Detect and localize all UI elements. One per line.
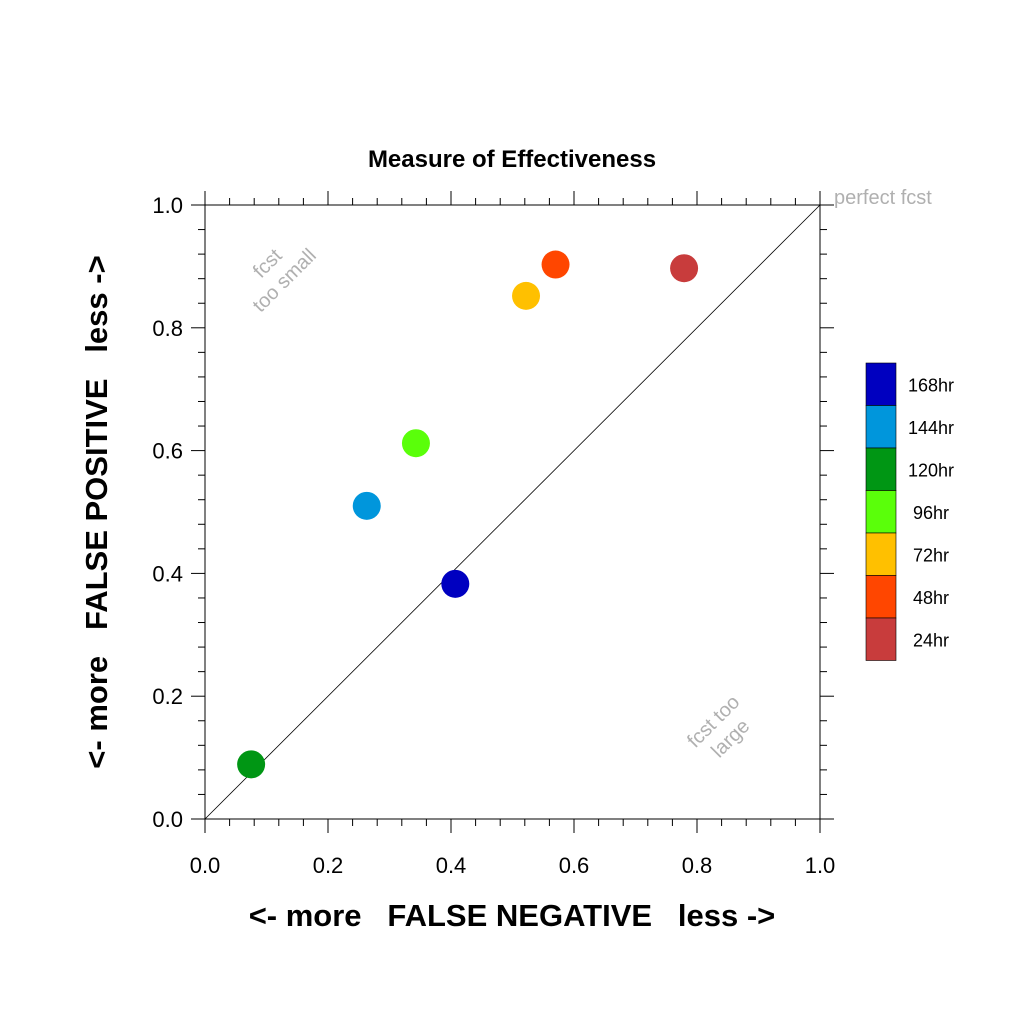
point-72hr xyxy=(512,281,541,310)
legend-swatch-120hr xyxy=(865,447,897,491)
legend-label-48hr: 48hr xyxy=(913,588,949,608)
legend-label-72hr: 72hr xyxy=(913,545,949,565)
x-tick-label: 1.0 xyxy=(805,853,836,878)
perfect-forecast-annotation: perfect fcst xyxy=(834,187,932,209)
y-tick-label: 0.0 xyxy=(152,807,183,832)
legend-swatch-72hr xyxy=(865,532,897,576)
point-144hr xyxy=(352,491,381,520)
legend-label-168hr: 168hr xyxy=(908,375,954,395)
point-96hr xyxy=(401,429,430,458)
chart-title: Measure of Effectiveness xyxy=(368,146,656,173)
point-120hr xyxy=(237,750,266,779)
y-tick-label: 0.8 xyxy=(152,316,183,341)
y-tick-label: 1.0 xyxy=(152,193,183,218)
point-24hr xyxy=(670,254,699,283)
x-tick-label: 0.2 xyxy=(313,853,344,878)
data-points xyxy=(237,250,699,779)
y-tick-label: 0.2 xyxy=(152,684,183,709)
legend-swatch-144hr xyxy=(865,405,897,449)
x-axis-title: <- more FALSE NEGATIVE less -> xyxy=(249,898,776,933)
x-tick-label: 0.8 xyxy=(682,853,713,878)
legend-swatch-24hr xyxy=(865,617,897,661)
point-168hr xyxy=(441,569,470,598)
x-tick-label: 0.0 xyxy=(190,853,221,878)
y-axis-title: <- more FALSE POSITIVE less -> xyxy=(79,255,114,768)
plot-frame xyxy=(204,204,821,820)
legend-swatch-96hr xyxy=(865,490,897,534)
perfect-forecast-line xyxy=(204,204,821,820)
legend-swatch-168hr xyxy=(865,362,897,406)
legend-label-144hr: 144hr xyxy=(908,418,954,438)
axis-ticks: 0.0 0.2 0.4 0.6 0.8 1.0 0.0 0.2 0.4 0.6 0.8 1.0 xyxy=(152,191,835,878)
y-tick-label: 0.4 xyxy=(152,561,183,586)
legend-label-120hr: 120hr xyxy=(908,460,954,480)
too-large-annotation: fcst too large xyxy=(683,691,754,762)
x-tick-label: 0.4 xyxy=(436,853,467,878)
point-48hr xyxy=(541,250,570,279)
legend-label-24hr: 24hr xyxy=(913,630,949,650)
legend-swatch-48hr xyxy=(865,575,897,619)
too-small-annotation: fcst too small xyxy=(249,245,321,317)
legend-label-96hr: 96hr xyxy=(913,503,949,523)
x-tick-label: 0.6 xyxy=(559,853,590,878)
legend: 168hr 144hr 120hr 96hr 72hr 48hr 24hr xyxy=(865,362,954,661)
y-tick-label: 0.6 xyxy=(152,439,183,464)
